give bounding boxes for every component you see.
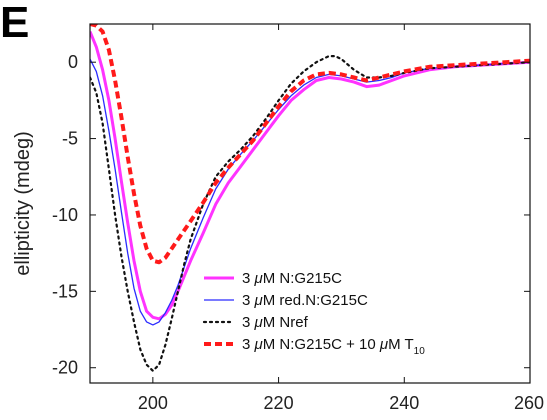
y-tick-label: -15: [52, 281, 78, 301]
legend-text-part: 3: [242, 270, 255, 287]
legend-text-part: μ: [254, 270, 263, 287]
legend-text-part: 10: [414, 346, 426, 357]
x-tick-label: 220: [264, 393, 294, 413]
legend-text-part: μ: [254, 314, 263, 331]
y-tick-label: -5: [62, 129, 78, 149]
y-axis-label: ellipticity (mdeg): [12, 131, 34, 275]
legend-text-part: μ: [379, 336, 388, 353]
y-tick-label: 0: [68, 52, 78, 72]
x-tick-label: 200: [138, 393, 168, 413]
legend-text-part: μ: [254, 336, 263, 353]
y-tick-label: -20: [52, 358, 78, 378]
legend-label-4: 3 μM N:G215C + 10 μM T10: [242, 336, 425, 357]
legend-text-part: 3: [242, 314, 255, 331]
legend-text-part: M T: [388, 336, 414, 353]
legend-text-part: M Nref: [263, 314, 309, 331]
legend-text-part: 3: [242, 292, 255, 309]
plot-frame: [89, 23, 531, 384]
legend-text-part: M red.N:G215C: [263, 292, 368, 309]
y-tick-label: -10: [52, 205, 78, 225]
legend-text-part: M N:G215C + 10: [263, 336, 380, 353]
series-line-2: [90, 58, 530, 326]
x-tick-label: 260: [514, 393, 544, 413]
panel-label: E: [0, 0, 30, 47]
series-line-4: [90, 24, 530, 265]
legend-label-3: 3 μM Nref: [242, 314, 309, 331]
legend-text-part: M N:G215C: [263, 270, 342, 287]
legend-label-1: 3 μM N:G215C: [242, 270, 342, 287]
series-line-1: [90, 31, 530, 321]
x-tick-label: 240: [389, 393, 419, 413]
legend-text-part: μ: [254, 292, 263, 309]
legend-text-part: 3: [242, 336, 255, 353]
legend-label-2: 3 μM red.N:G215C: [242, 292, 368, 309]
